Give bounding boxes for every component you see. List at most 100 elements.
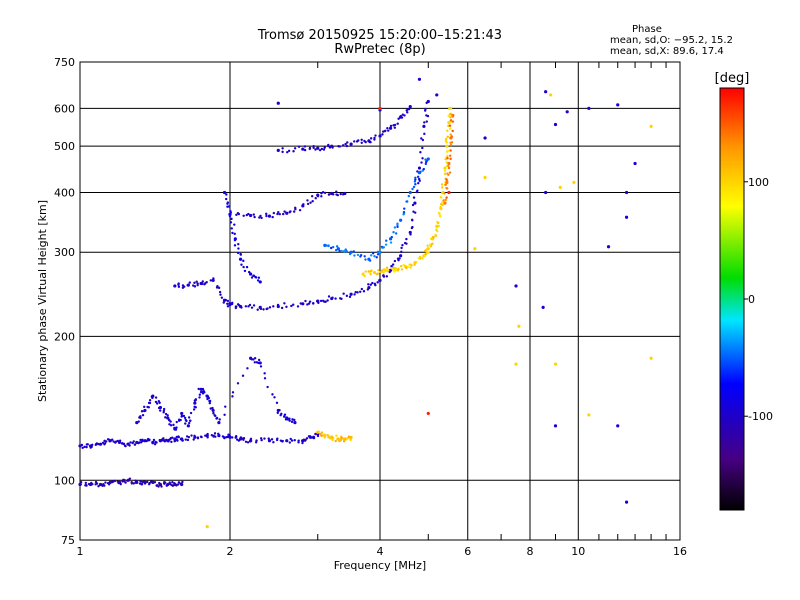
trace-dot [353,293,356,296]
trace-dot [446,172,449,175]
trace-dot [423,121,426,124]
data-point [383,268,387,272]
trace-dot [314,148,317,151]
trace-dot [445,196,448,199]
trace-dot [325,244,328,247]
trace-dot [443,172,447,176]
trace-dot [122,442,125,446]
trace-dot [184,422,187,425]
trace-dot [417,177,421,181]
trace-dot [128,477,132,480]
trace-dot [405,200,408,203]
trace-dot [378,279,381,282]
data-point [399,218,403,222]
trace-dot [250,276,254,279]
data-point [649,356,653,360]
data-point [558,185,562,189]
trace-dot [374,134,377,137]
trace-dot [339,438,343,441]
data-point [408,190,412,195]
trace-dot [252,274,255,278]
trace-dot [402,263,405,267]
trace-dot [368,259,372,262]
trace-dot [320,147,324,151]
trace-dot [369,283,373,286]
trace-dot [139,438,142,442]
trace-dot [376,281,379,284]
trace-dot [234,435,238,438]
data-point [399,254,403,258]
trace-dot [392,231,395,234]
trace-dot [148,398,152,402]
trace-dot [278,408,281,412]
trace-dot [233,238,237,242]
trace-dot [290,439,294,442]
trace-dot [154,396,158,399]
trace-dot [413,180,417,183]
trace-dot [335,245,339,248]
trace-dot [141,413,145,417]
trace-dot [407,194,411,198]
trace-dot [424,162,428,166]
trace-dot [214,435,217,438]
trace-dot [390,264,393,268]
trace-dot [436,220,439,224]
trace-dot [322,148,326,151]
trace-dot [341,144,345,147]
trace-dot [268,306,272,309]
trace-dot [284,418,288,421]
trace-dot [439,205,442,209]
trace-dot [259,214,262,218]
trace-dot [237,212,241,216]
data-point [426,99,430,104]
data-point [222,190,227,195]
data-point [426,247,430,251]
trace-dot [437,224,440,228]
trace-dot [202,389,206,393]
trace-dot [297,441,300,444]
data-point [158,405,163,410]
trace-dot [394,232,398,235]
trace-dot [414,211,417,214]
trace-dot [242,265,245,269]
data-point [435,93,439,97]
x-tick-label: 1 [77,545,84,558]
data-point [544,190,548,195]
trace-dot [177,418,181,421]
trace-dot [157,485,160,488]
trace-dot [445,161,448,164]
trace-dot [222,301,225,304]
trace-dot [383,129,387,133]
trace-dot [256,279,260,282]
trace-dot [346,141,349,144]
trace-dot [382,246,385,249]
trace-dot [289,437,292,441]
data-point [276,304,280,309]
trace-dot [326,299,329,302]
trace-dot [177,285,181,288]
trace-dot [193,285,197,288]
trace-dot [229,221,233,224]
trace-dot [166,483,169,487]
trace-dot [446,135,449,138]
data-point [514,362,518,366]
trace-dot [449,116,452,119]
trace-dot [324,300,327,303]
data-point [301,302,305,306]
trace-dot [294,206,297,210]
trace-dot [224,405,227,408]
trace-dot [163,439,166,442]
trace-dot [425,120,428,123]
data-point [553,424,558,428]
trace-dot [163,481,167,484]
trace-dot [176,483,180,486]
trace-dot [237,242,240,246]
trace-dot [129,441,132,444]
trace-dot [246,441,250,444]
trace-dot [391,263,395,266]
trace-dot [407,107,411,111]
trace-dot [172,423,175,427]
trace-dot [444,198,448,202]
trace-dot [231,231,234,235]
data-point [447,161,451,166]
